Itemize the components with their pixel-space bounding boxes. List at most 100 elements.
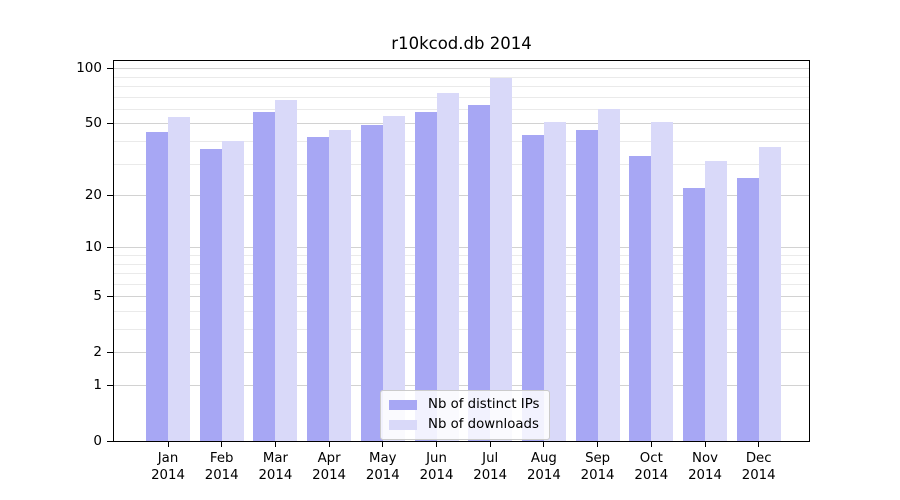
x-label-month-mar: Mar <box>262 451 288 466</box>
x-tick-label-may: May 2014 <box>351 450 415 484</box>
bar-distinct-ips-jan <box>146 131 168 441</box>
bar-downloads-jun <box>436 93 459 441</box>
y-tick-10 <box>107 246 114 248</box>
legend-label-distinct-ips: Nb of distinct IPs <box>428 396 540 412</box>
gridline-minor-30 <box>114 163 809 165</box>
y-tick-label-1: 1 <box>93 377 102 393</box>
chart-title: r10kcod.db 2014 <box>391 34 532 53</box>
gridline-minor-8 <box>114 263 809 265</box>
x-tick-label-jan: Jan 2014 <box>136 450 200 484</box>
bar-downloads-mar <box>275 100 298 441</box>
y-tick-label-2: 2 <box>93 344 102 361</box>
x-tick-label-dec: Dec 2014 <box>727 450 791 484</box>
y-tick-label-0: 0 <box>93 433 102 449</box>
x-tick-label-sep: Sep 2014 <box>566 450 630 484</box>
x-label-month-jul: Jul <box>482 451 499 466</box>
bar-downloads-dec <box>758 147 781 441</box>
x-tick-label-mar: Mar 2014 <box>243 450 307 484</box>
bar-distinct-ips-nov <box>683 187 705 441</box>
x-tick-mar <box>274 441 276 447</box>
y-tick-100 <box>107 67 114 69</box>
x-tick-apr <box>328 441 330 447</box>
gridline-minor-3 <box>114 329 809 330</box>
x-label-month-oct: Oct <box>639 451 663 466</box>
bar-downloads-feb <box>221 141 244 441</box>
gridline-major-5 <box>114 296 809 298</box>
legend-item-distinct-ips: Nb of distinct IPs <box>389 397 539 413</box>
bar-distinct-ips-sep <box>575 129 598 441</box>
x-tick-nov <box>704 441 706 447</box>
gridline-major-20 <box>114 195 809 196</box>
x-label-month-may: May <box>369 451 397 466</box>
y-tick-20 <box>107 194 114 196</box>
gridline-major-100 <box>114 68 809 70</box>
gridline-minor-6 <box>114 283 809 285</box>
y-tick-label-10: 10 <box>84 239 102 256</box>
bar-downloads-apr <box>329 129 352 441</box>
x-label-year-apr: 2014 <box>312 468 347 483</box>
x-tick-sep <box>597 441 599 447</box>
x-tick-label-jun: Jun 2014 <box>405 450 469 484</box>
bar-distinct-ips-jul <box>468 105 491 441</box>
plot-area: Nb of distinct IPs Nb of downloads 0 1 2 5 1… <box>76 59 810 483</box>
y-tick-label-5: 5 <box>93 288 102 305</box>
bar-distinct-ips-mar <box>253 111 276 441</box>
gridline-minor-7 <box>114 273 809 274</box>
gridline-major-2 <box>114 352 809 354</box>
x-label-month-dec: Dec <box>745 451 772 466</box>
x-label-month-aug: Aug <box>530 451 557 466</box>
gridline-major-1 <box>114 385 809 386</box>
x-label-year-feb: 2014 <box>204 468 239 483</box>
bar-distinct-ips-may <box>360 124 383 441</box>
bar-distinct-ips-aug <box>521 135 544 441</box>
bar-downloads-may <box>382 115 405 441</box>
x-tick-jul <box>489 441 491 447</box>
bar-downloads-nov <box>705 161 727 441</box>
x-tick-aug <box>543 441 545 447</box>
x-tick-label-jul: Jul 2014 <box>458 450 522 484</box>
bar-distinct-ips-dec <box>736 177 759 441</box>
x-label-month-jan: Jan <box>157 451 179 466</box>
legend-swatch-downloads <box>389 419 417 430</box>
x-label-year-jul: 2014 <box>473 468 508 483</box>
x-label-year-oct: 2014 <box>634 468 669 483</box>
x-label-year-sep: 2014 <box>580 468 615 483</box>
gridline-minor-4 <box>114 311 809 312</box>
x-label-year-jan: 2014 <box>151 468 185 483</box>
x-tick-dec <box>758 441 760 447</box>
y-tick-label-20: 20 <box>84 187 102 203</box>
legend-item-downloads: Nb of downloads <box>389 417 539 433</box>
x-label-year-nov: 2014 <box>688 468 722 483</box>
bar-distinct-ips-jun <box>414 111 437 441</box>
gridline-minor-60 <box>114 108 809 110</box>
y-tick-1 <box>107 384 114 386</box>
gridline-minor-80 <box>114 86 809 87</box>
bar-distinct-ips-oct <box>629 156 652 441</box>
x-label-month-jun: Jun <box>426 451 447 466</box>
bar-distinct-ips-apr <box>307 137 330 441</box>
x-tick-label-aug: Aug 2014 <box>512 450 576 484</box>
x-label-year-may: 2014 <box>365 468 400 483</box>
x-label-month-feb: Feb <box>209 451 234 466</box>
bar-downloads-sep <box>597 108 620 441</box>
x-tick-label-feb: Feb 2014 <box>190 450 254 484</box>
x-tick-oct <box>650 441 652 447</box>
gridline-major-50 <box>114 123 809 125</box>
x-tick-feb <box>221 441 223 447</box>
y-tick-2 <box>107 351 114 353</box>
gridline-minor-9 <box>114 255 809 256</box>
x-tick-label-apr: Apr 2014 <box>297 450 361 484</box>
gridline-minor-70 <box>114 96 809 98</box>
x-tick-jun <box>436 441 437 447</box>
legend-label-downloads: Nb of downloads <box>428 416 539 432</box>
bar-downloads-oct <box>651 121 674 441</box>
legend: Nb of distinct IPs Nb of downloads <box>380 389 551 440</box>
bar-downloads-jul <box>490 78 513 441</box>
legend-swatch-distinct-ips <box>389 399 417 410</box>
y-tick-label-100: 100 <box>76 60 102 77</box>
x-tick-label-nov: Nov 2014 <box>673 450 737 484</box>
x-tick-may <box>382 441 384 447</box>
x-label-month-apr: Apr <box>317 451 341 466</box>
x-label-year-jun: 2014 <box>419 468 454 483</box>
